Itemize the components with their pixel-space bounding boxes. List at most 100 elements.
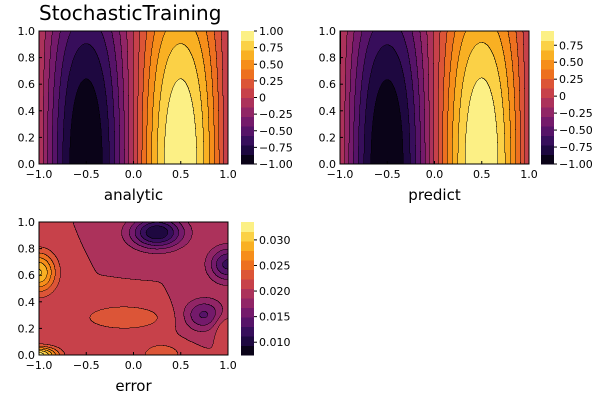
colorbar-band: [241, 126, 254, 136]
colorbar-tick-label: 0: [559, 90, 566, 103]
colorbar-band: [241, 154, 254, 165]
colorbar-band: [241, 298, 254, 308]
panels: −1.0 −0.5 0.0 0.5 1.0 0.0 0.2 0.4 0.6 0.8 1.0 analy…: [18, 25, 593, 395]
panel-error: −1.0 −0.5 0.0 0.5 1.0 0.0 0.2 0.4 0.6 0.8 1.0 error…: [18, 216, 291, 395]
y-tick-label: 0.4: [18, 105, 36, 118]
colorbar-band: [241, 40, 254, 51]
colorbar-band: [241, 279, 254, 289]
colorbar-tick-label: 0.015: [259, 311, 291, 324]
colorbar-band: [241, 269, 254, 280]
colorbar-tick-label: 0.025: [259, 259, 291, 272]
colorbar-band: [241, 145, 254, 155]
y-tick-label: 0.2: [18, 322, 36, 335]
colorbar-tick-label: −0.25: [259, 108, 293, 121]
y-tick-label: 0.2: [18, 131, 36, 144]
colorbar-band: [541, 59, 554, 70]
y-tick-label: 0.6: [319, 78, 337, 91]
colorbar-tick-label: 0.030: [259, 234, 291, 247]
y-tick-label: 0.4: [18, 296, 36, 309]
colorbar-band: [241, 69, 254, 79]
x-tick-label: 1.0: [219, 359, 237, 372]
colorbar-band: [241, 288, 254, 299]
y-tick-label: 0.0: [18, 349, 36, 362]
colorbar-band: [241, 107, 254, 117]
colorbar-band: [541, 135, 554, 146]
colorbar-band: [541, 145, 554, 155]
colorbar-error: 0.030 0.025 0.020 0.015 0.010: [241, 222, 291, 356]
colorbar-band: [541, 88, 554, 98]
colorbar-band: [541, 107, 554, 117]
x-tick-label: 0.0: [125, 359, 143, 372]
x-tick-label: −1.0: [26, 359, 53, 372]
colorbar-band: [541, 78, 554, 89]
y-tick-label: 0.8: [18, 243, 36, 256]
x-tick-label: 1.0: [520, 168, 538, 181]
colorbar-band: [241, 345, 254, 356]
x-axis-label: predict: [408, 186, 461, 204]
colorbar-band: [541, 50, 554, 60]
colorbar-band: [241, 222, 254, 232]
colorbar-band: [241, 326, 254, 337]
colorbar-band: [541, 69, 554, 79]
y-tick-label: 0.6: [18, 269, 36, 282]
y-tick-label: 0.4: [319, 105, 337, 118]
colorbar-band: [241, 317, 254, 327]
panel-analytic: −1.0 −0.5 0.0 0.5 1.0 0.0 0.2 0.4 0.6 0.8 1.0 analy…: [18, 25, 293, 204]
contour-field-predict: [340, 31, 529, 164]
colorbar-tick-label: 1.00: [259, 25, 284, 38]
colorbar-tick-label: 0.25: [559, 73, 584, 86]
y-tick-label: 0.0: [18, 158, 36, 171]
colorbar-tick-label: 0.020: [259, 285, 291, 298]
y-tick-label: 0.6: [18, 78, 36, 91]
y-tick-label: 0.0: [319, 158, 337, 171]
colorbar-band: [241, 307, 254, 318]
x-tick-label: 0.0: [426, 168, 444, 181]
colorbar-tick-label: −0.75: [259, 141, 293, 154]
y-tick-label: 0.8: [319, 52, 337, 65]
x-tick-label: 0.5: [172, 168, 190, 181]
x-tick-label: 1.0: [219, 168, 237, 181]
colorbar-band: [541, 126, 554, 136]
y-tick-label: 0.2: [319, 131, 337, 144]
y-tick-label: 1.0: [319, 25, 337, 38]
colorbar-predict: 0.75 0.50 0.25 0 −0.25 −0.50 −0.75 −1.00: [541, 31, 593, 171]
colorbar-analytic: 1.00 0.75 0.50 0.25 0 −0.25 −0.50 −0.75 −1.00: [241, 25, 293, 171]
x-tick-label: −0.5: [73, 168, 100, 181]
colorbar-band: [241, 231, 254, 242]
colorbar-tick-label: −0.75: [559, 141, 593, 154]
colorbar-band: [541, 116, 554, 127]
x-tick-label: 0.5: [473, 168, 491, 181]
colorbar-band: [241, 78, 254, 89]
x-axis-label: analytic: [104, 186, 163, 204]
colorbar-tick-label: −1.00: [259, 158, 293, 171]
colorbar-band: [241, 241, 254, 251]
y-tick-label: 0.8: [18, 52, 36, 65]
colorbar-tick-label: 0.010: [259, 336, 291, 349]
x-tick-label: 0.5: [172, 359, 190, 372]
colorbar-band: [241, 97, 254, 108]
colorbar-tick-label: −0.50: [559, 124, 593, 137]
colorbar-band: [241, 116, 254, 127]
colorbar-tick-label: −1.00: [559, 158, 593, 171]
colorbar-band: [241, 135, 254, 146]
colorbar-band: [541, 97, 554, 108]
x-axis-label: error: [115, 377, 152, 395]
contour-field-error: [39, 222, 228, 355]
panel-predict: −1.0 −0.5 0.0 0.5 1.0 0.0 0.2 0.4 0.6 0.8 1.0 predi…: [319, 25, 593, 204]
colorbar-band: [241, 50, 254, 60]
colorbar-band: [241, 336, 254, 346]
x-tick-label: −0.5: [374, 168, 401, 181]
colorbar-band: [241, 88, 254, 98]
colorbar-band: [541, 31, 554, 41]
colorbar-band: [541, 154, 554, 165]
colorbar-band: [241, 250, 254, 261]
x-tick-label: −0.5: [73, 359, 100, 372]
colorbar-tick-label: 0.25: [259, 75, 284, 88]
colorbar-tick-label: 0.75: [559, 39, 584, 52]
figure-title: StochasticTraining: [39, 1, 221, 25]
contour-field-analytic: [39, 31, 228, 164]
colorbar-tick-label: 0.75: [259, 42, 284, 55]
colorbar-band: [241, 59, 254, 70]
x-tick-label: 0.0: [125, 168, 143, 181]
